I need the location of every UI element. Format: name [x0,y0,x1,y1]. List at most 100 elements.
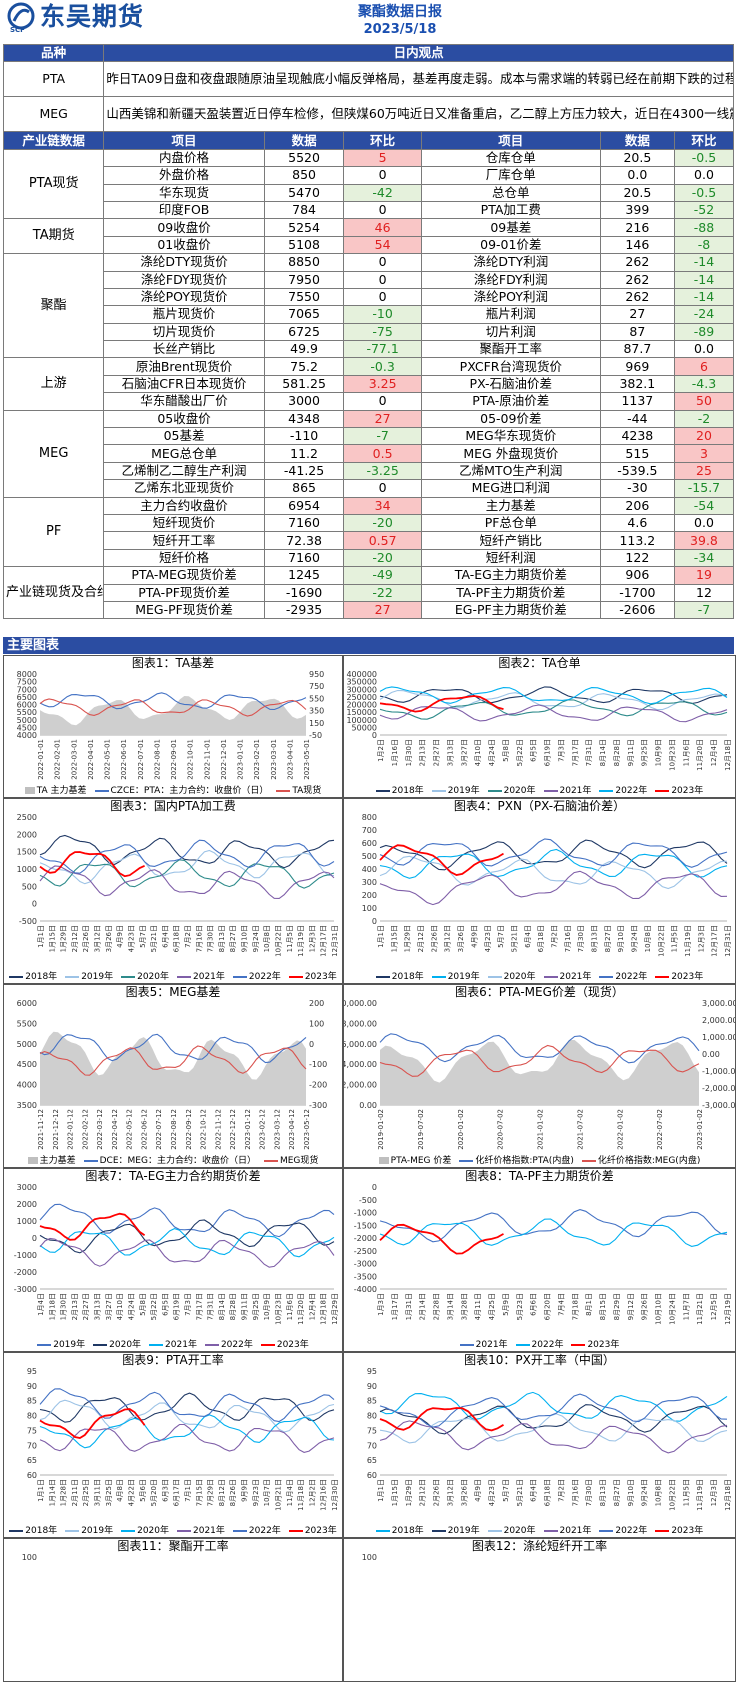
change-cell: 3 [673,444,735,463]
x-tick-label: 2022-06-12 [140,1109,148,1150]
views-header-view: 日内观点 [103,43,734,63]
change-cell: 34 [343,496,422,515]
legend-item: CZCE：PTA：主力合约：收盘价（日） [94,783,268,796]
y-tick-label: -1000 [14,1251,37,1260]
y-tick-label: 65 [27,1456,37,1465]
legend-item: MEG现货 [263,1153,318,1166]
item-cell: EG-PF主力期货价差 [420,600,601,620]
x-tick-label: 2月11日 [71,1479,79,1506]
chart-c2: 图表2：TA仓单 400000 350000 300000 250000 200000 15… [343,655,736,798]
legend-label: 2020年 [137,1526,169,1536]
x-tick-label: 2023-05-12 [303,1109,311,1150]
view-text: 昨日TA09日盘和夜盘跟随原油呈现触底小幅反弹格局，基差再度走弱。成本与需求端的… [103,61,734,98]
y-tick-label: 70 [367,1441,377,1450]
x-tick-label: 2022-11-12 [214,1109,222,1150]
table-row: 01收盘价 5108 54 09-01价差 146 -8 [4,235,735,255]
legend-swatch-icon [65,975,80,978]
x-tick-label: 5月6日 [139,1479,147,1502]
legend-swatch-icon [27,1157,38,1164]
x-tick-label: 6月3日 [161,1479,169,1502]
chart-c3: 图表3：国内PTA加工费 2500 2000 1500 1000 500 0 -500 1月1日… [3,798,343,984]
value-cell: 5520 [263,148,345,168]
legend-label: 2022年 [615,1526,648,1536]
x-tick-label: 10月24日 [668,1293,676,1325]
x-tick-label: 7月3日 [184,1293,192,1316]
item-cell: 乙烯东北亚现货价 [103,479,265,498]
y2-tick-label: -300 [309,1101,327,1110]
item-cell: 厂库仓单 [420,166,601,185]
change-cell: -52 [673,200,735,220]
table-row: 05基差 -110 -7 MEG华东现货价 4238 20 [4,427,735,446]
x-tick-label: 2月28日 [433,1293,441,1320]
change-cell: -77.1 [343,340,422,359]
x-tick-label: 2022-08-01 [153,739,161,780]
x-tick-label: 1月15日 [390,925,398,952]
legend-label: 2019年 [53,1340,86,1350]
item-cell: 乙烯制乙二醇生产利润 [103,461,265,481]
x-tick-label: 2022-04-01 [87,739,95,780]
change-cell: 50 [673,392,735,411]
legend-label: 化纤价格指数:MEG(内盘) [597,1156,701,1166]
x-tick-label: 5月7日 [139,925,147,948]
x-tick-label: 7月3日 [557,739,565,762]
x-tick-label: 7月30日 [207,925,215,952]
y-tick-label: -500 [359,1196,377,1205]
change-cell: -15.7 [673,479,735,498]
x-tick-label: 1月4日 [37,1293,45,1316]
legend-swatch-icon [276,789,291,792]
change-cell: 0.0 [673,513,735,533]
legend-label: 2019年 [447,972,480,982]
series-line [39,1414,335,1449]
legend-swatch-icon [487,975,502,978]
change-cell: -8 [673,235,735,255]
col-header-cat: 产业链数据 [2,131,105,150]
chart-legend: 主力基差 DCE：MEG：主力合约：收盘价（日） MEG现货 [4,1153,342,1166]
table-row: TA期货 09收盘价 5254 46 09基差 216 -88 [2,218,735,255]
value-cell: -539.5 [599,461,675,481]
change-cell: -20 [343,513,422,533]
value-cell: -44 [599,409,675,429]
series-line [39,1423,335,1453]
y-tick-label: 1500 [17,848,37,857]
category-cell: PTA现货 [2,148,105,220]
chart-c7: 图表7：TA-EG主力合约期货价差 3000 2000 1000 0 -1000 -2000… [3,1168,343,1352]
chart-c11: 图表11：聚酯开工率 100 [3,1538,343,1682]
legend-item: 2022年 [599,969,647,982]
y-tick-label: 2000 [17,830,37,839]
x-tick-label: 2023-01-12 [244,1109,252,1150]
x-tick-label: 1月29日 [405,1479,413,1506]
x-tick-label: 6月19日 [544,739,552,766]
legend-swatch-icon [177,1529,191,1532]
series-area [40,696,306,735]
change-cell: 6 [673,357,735,376]
legend-swatch-icon [65,1529,80,1532]
y2-tick-label: 2,000.00 [702,1016,735,1025]
x-tick-label: 9月24日 [252,925,260,952]
table-row: PTA现货 内盘价格 5520 5 仓库仓单 20.5 -0.5 [2,148,735,220]
x-tick-label: 8月13日 [599,1479,607,1506]
view-variety: MEG [2,96,105,133]
item-cell: 短纤产销比 [420,531,601,550]
x-tick-label: 4月23日 [127,925,135,952]
legend-item: 2023年 [655,1523,703,1536]
y2-tick-label: 150 [309,719,324,728]
logo-mark-icon [7,2,35,30]
x-tick-label: 7月15日 [195,1479,203,1506]
data-header-row: 产业链数据 项目 数据 环比 项目 数据 环比 [2,131,735,150]
legend-swatch-icon [9,1529,24,1532]
change-cell: -0.5 [673,148,735,168]
x-tick-label: 7月31日 [207,1293,215,1320]
change-cell: 12 [673,583,735,602]
x-tick-label: 12月4日 [308,1293,316,1320]
category-cell: 产业链现货及合约价差 [2,566,105,620]
x-tick-label: 10月21日 [274,1479,282,1511]
x-tick-label: 10月23日 [274,1293,282,1325]
item-cell: 主力基差 [420,496,601,515]
value-cell: 382.1 [599,374,675,394]
report-title: 聚酯数据日报 [358,4,442,20]
series-line [379,1393,728,1428]
change-cell: 0 [343,200,422,220]
legend-label: 2023年 [671,1526,704,1536]
item-cell: 涤纶FDY利润 [420,270,601,289]
legend-label: 2023年 [304,1526,337,1536]
